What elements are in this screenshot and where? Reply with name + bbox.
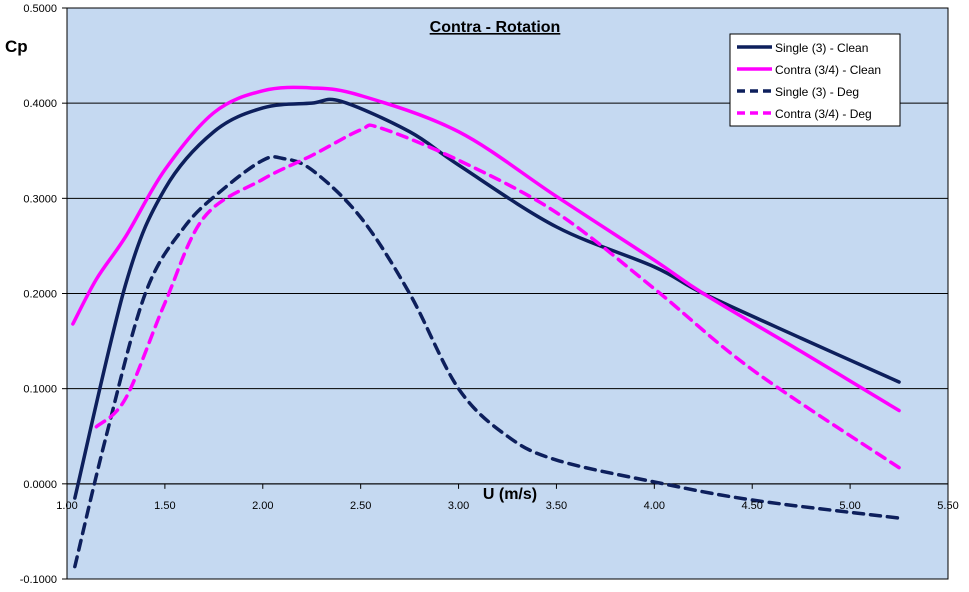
series-line-2: [73, 155, 901, 569]
y-axis-label: Cp: [5, 37, 28, 56]
legend-label: Contra (3/4) - Deg: [775, 107, 872, 121]
x-tick-label: 3.50: [546, 500, 567, 512]
x-tick-label: 2.50: [350, 500, 371, 512]
x-tick-label: 3.00: [448, 500, 469, 512]
x-tick-label: 4.00: [644, 500, 665, 512]
legend: Single (3) - Clean Contra (3/4) - Clean Si…: [729, 33, 901, 127]
legend-label: Single (3) - Deg: [775, 85, 859, 99]
series-line-3: [94, 123, 901, 470]
y-tick-label: -0.1000: [20, 574, 57, 586]
x-tick-label: 1.00: [56, 500, 77, 512]
y-tick-label: 0.2000: [23, 289, 57, 301]
legend-label: Single (3) - Clean: [775, 41, 868, 55]
y-tick-label: 0.1000: [23, 384, 57, 396]
x-tick-label: 5.50: [937, 500, 958, 512]
x-tick-label: 1.50: [154, 500, 175, 512]
y-tick-label: 0.4000: [23, 98, 57, 110]
x-tick-label: 2.00: [252, 500, 273, 512]
x-tick-label: 4.50: [742, 500, 763, 512]
y-tick-label: 0.0000: [23, 479, 57, 491]
x-axis-label: U (m/s): [483, 486, 537, 503]
x-tick-label: 5.00: [839, 500, 860, 512]
y-tick-label: 0.5000: [23, 3, 57, 15]
legend-label: Contra (3/4) - Clean: [775, 63, 881, 77]
series-line-1: [71, 85, 901, 413]
y-tick-label: 0.3000: [23, 193, 57, 205]
chart-title: Contra - Rotation: [430, 19, 561, 36]
